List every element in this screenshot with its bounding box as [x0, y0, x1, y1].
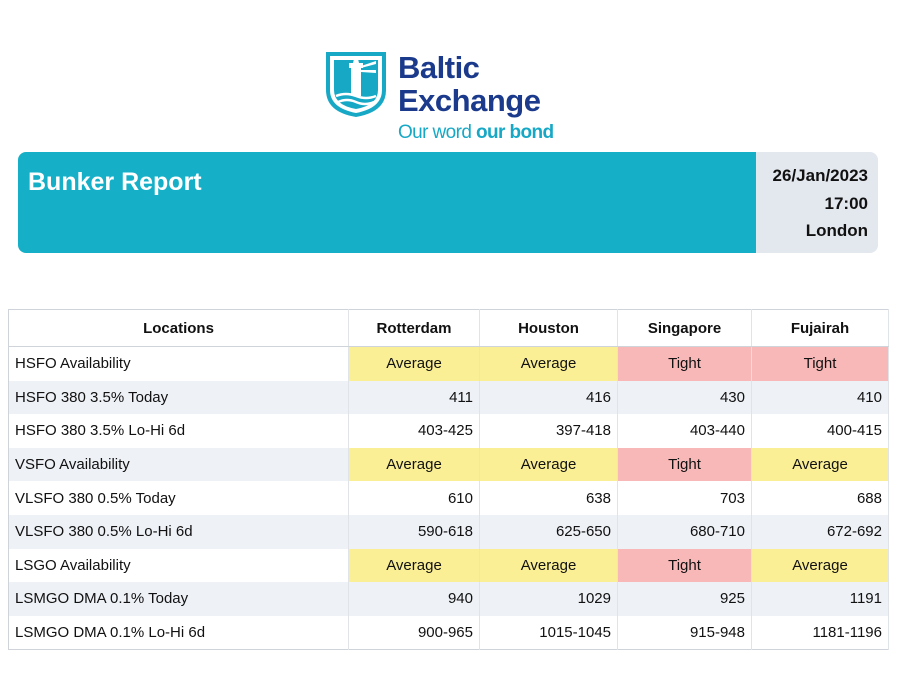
tagline-bold: our bond: [476, 122, 554, 143]
price-cell: 397-418: [479, 414, 618, 448]
report-header: Bunker Report 26/Jan/2023 17:00 London: [18, 152, 878, 253]
report-title-panel: Bunker Report: [18, 152, 756, 253]
price-cell: 403-440: [617, 414, 752, 448]
row-label: HSFO 380 3.5% Lo-Hi 6d: [8, 414, 349, 448]
price-cell: 688: [751, 481, 889, 515]
row-label: LSGO Availability: [8, 548, 349, 583]
price-cell: 1029: [479, 582, 618, 616]
price-cell: 625-650: [479, 514, 618, 549]
report-time: 17:00: [824, 193, 868, 213]
price-cell: 1015-1045: [479, 615, 618, 650]
availability-cell: Tight: [751, 346, 889, 381]
brand-tagline: Our word our bond: [398, 122, 554, 144]
row-label: HSFO 380 3.5% Today: [8, 380, 349, 415]
brand-name: Baltic Exchange: [398, 50, 541, 118]
availability-cell: Average: [479, 548, 618, 583]
price-cell: 638: [479, 481, 618, 515]
bunker-table: Locations Rotterdam Houston Singapore Fujair…: [8, 309, 889, 651]
price-cell: 940: [348, 582, 480, 616]
table-row: VSFO Availability Average Average Tight Aver…: [8, 447, 889, 482]
row-label: LSMGO DMA 0.1% Today: [8, 582, 349, 616]
availability-cell: Average: [751, 447, 889, 482]
availability-cell: Tight: [617, 346, 752, 381]
price-cell: 703: [617, 481, 752, 515]
availability-cell: Tight: [617, 548, 752, 583]
price-cell: 900-965: [348, 615, 480, 650]
bunker-table-container: Locations Rotterdam Houston Singapore Fujair…: [8, 309, 889, 651]
report-place: London: [805, 221, 868, 240]
lighthouse-shield-icon: [326, 52, 386, 117]
price-cell: 915-948: [617, 615, 752, 650]
report-title: Bunker Report: [28, 168, 202, 196]
price-cell: 925: [617, 582, 752, 616]
table-row: HSFO 380 3.5% Lo-Hi 6d 403-425 397-418 403-…: [8, 414, 889, 448]
baltic-exchange-logo: Baltic Exchange Our word our bond: [324, 50, 584, 150]
availability-cell: Tight: [617, 447, 752, 482]
table-body: HSFO Availability Average Average Tight Tigh…: [8, 346, 889, 650]
table-row: LSGO Availability Average Average Tight Aver…: [8, 548, 889, 583]
row-label: VSFO Availability: [8, 447, 349, 482]
table-row: HSFO 380 3.5% Today 411 416 430 410: [8, 380, 889, 415]
column-header-locations: Locations: [8, 309, 349, 347]
price-cell: 410: [751, 380, 889, 415]
report-date: 26/Jan/2023: [772, 166, 868, 185]
table-row: LSMGO DMA 0.1% Today 940 1029 925 1191: [8, 582, 889, 616]
price-cell: 680-710: [617, 514, 752, 549]
column-header-singapore: Singapore: [617, 309, 752, 347]
brand-name-line2: Exchange: [398, 83, 541, 118]
row-label: VLSFO 380 0.5% Lo-Hi 6d: [8, 514, 349, 549]
table-row: VLSFO 380 0.5% Lo-Hi 6d 590-618 625-650 680…: [8, 514, 889, 549]
table-row: HSFO Availability Average Average Tight Tigh…: [8, 346, 889, 381]
price-cell: 610: [348, 481, 480, 515]
column-header-houston: Houston: [479, 309, 618, 347]
price-cell: 590-618: [348, 514, 480, 549]
brand-name-line1: Baltic: [398, 50, 480, 85]
availability-cell: Average: [348, 447, 480, 482]
price-cell: 400-415: [751, 414, 889, 448]
availability-cell: Average: [751, 548, 889, 583]
column-header-fujairah: Fujairah: [751, 309, 889, 347]
price-cell: 416: [479, 380, 618, 415]
column-header-rotterdam: Rotterdam: [348, 309, 480, 347]
price-cell: 411: [348, 380, 480, 415]
availability-cell: Average: [348, 346, 480, 381]
price-cell: 672-692: [751, 514, 889, 549]
tagline-regular: Our word: [398, 122, 477, 143]
row-label: LSMGO DMA 0.1% Lo-Hi 6d: [8, 615, 349, 650]
row-label: HSFO Availability: [8, 346, 349, 381]
price-cell: 403-425: [348, 414, 480, 448]
table-header-row: Locations Rotterdam Houston Singapore Fujair…: [8, 309, 889, 347]
price-cell: 430: [617, 380, 752, 415]
availability-cell: Average: [348, 548, 480, 583]
table-row: VLSFO 380 0.5% Today 610 638 703 688: [8, 481, 889, 515]
report-meta-panel: 26/Jan/2023 17:00 London: [756, 152, 878, 253]
row-label: VLSFO 380 0.5% Today: [8, 481, 349, 515]
availability-cell: Average: [479, 447, 618, 482]
price-cell: 1191: [751, 582, 889, 616]
table-row: LSMGO DMA 0.1% Lo-Hi 6d 900-965 1015-1045 9…: [8, 615, 889, 650]
price-cell: 1181-1196: [751, 615, 889, 650]
availability-cell: Average: [479, 346, 618, 381]
